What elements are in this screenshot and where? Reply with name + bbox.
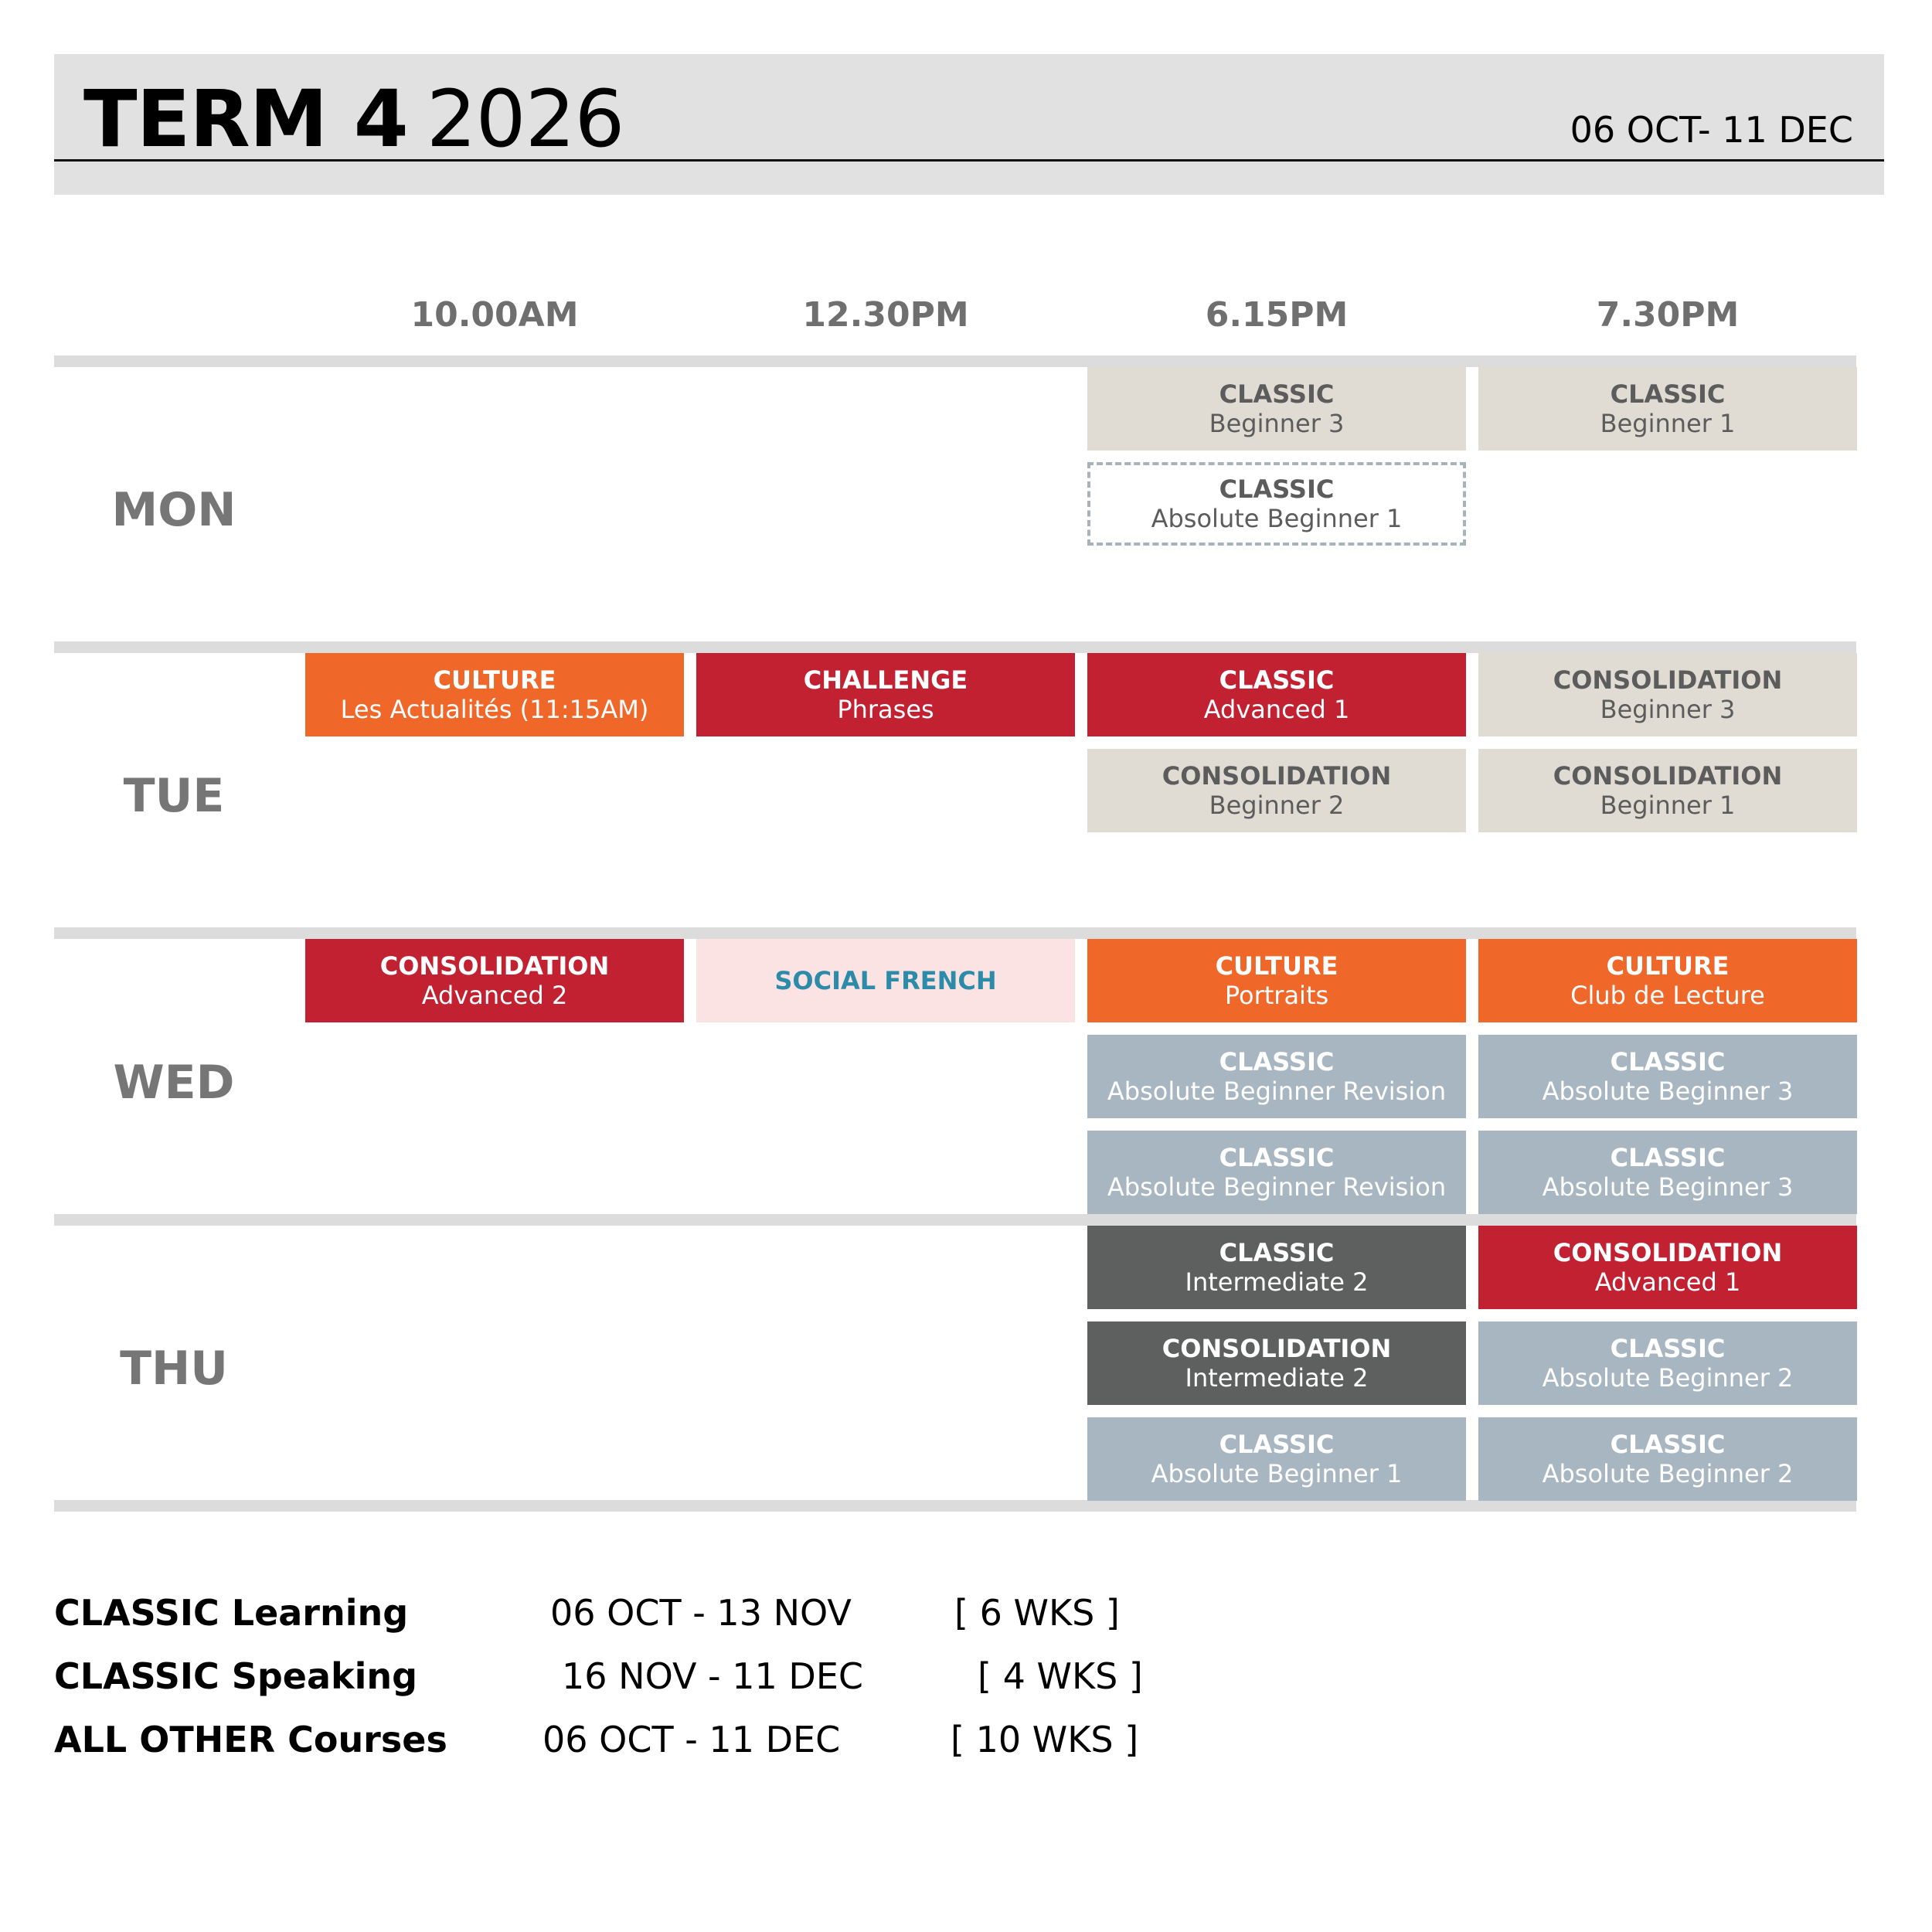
course-category: CONSOLIDATION xyxy=(1553,761,1783,791)
course-block[interactable]: CONSOLIDATION Advanced 2 xyxy=(305,939,684,1022)
course-category: CULTURE xyxy=(1215,951,1338,981)
course-category: CONSOLIDATION xyxy=(379,951,610,981)
course-block[interactable]: CLASSIC Absolute Beginner Revision xyxy=(1087,1035,1466,1118)
course-block[interactable]: CONSOLIDATION Intermediate 2 xyxy=(1087,1321,1466,1405)
course-block[interactable]: CONSOLIDATION Advanced 1 xyxy=(1478,1226,1857,1309)
legend-course-name: CLASSIC Learning xyxy=(54,1592,409,1634)
page-title: TERM 4 2026 xyxy=(83,77,624,162)
course-category: CHALLENGE xyxy=(803,665,968,695)
course-block[interactable]: CLASSIC Intermediate 2 xyxy=(1087,1226,1466,1309)
course-category: CLASSIC xyxy=(1219,665,1335,695)
course-block[interactable]: SOCIAL FRENCH xyxy=(696,939,1075,1022)
course-category: CLASSIC xyxy=(1219,1238,1335,1267)
day-separator xyxy=(54,1500,1856,1512)
course-level: Advanced 1 xyxy=(1594,1267,1741,1297)
course-level: Intermediate 2 xyxy=(1185,1363,1369,1393)
legend-dates: 16 NOV - 11 DEC xyxy=(562,1655,864,1697)
day-separator xyxy=(54,927,1856,939)
time-header-730pm: 7.30PM xyxy=(1596,295,1740,335)
course-block[interactable]: CONSOLIDATION Beginner 3 xyxy=(1478,653,1857,736)
course-block[interactable]: CULTURE Les Actualités (11:15AM) xyxy=(305,653,684,736)
course-level: Absolute Beginner 2 xyxy=(1542,1459,1794,1488)
day-label-thu: THU xyxy=(120,1342,228,1396)
course-block[interactable]: CONSOLIDATION Beginner 2 xyxy=(1087,749,1466,832)
legend-weeks: [ 6 WKS ] xyxy=(954,1592,1120,1634)
course-category: CONSOLIDATION xyxy=(1553,665,1783,695)
course-block[interactable]: CLASSIC Beginner 1 xyxy=(1478,367,1857,451)
course-category: CONSOLIDATION xyxy=(1162,1334,1392,1363)
course-level: Absolute Beginner Revision xyxy=(1107,1172,1447,1202)
course-level: Advanced 1 xyxy=(1203,695,1350,724)
course-level: Beginner 1 xyxy=(1600,791,1736,820)
course-level: Absolute Beginner 3 xyxy=(1542,1172,1794,1202)
day-label-mon: MON xyxy=(111,483,236,537)
day-label-tue: TUE xyxy=(123,769,225,823)
day-separator xyxy=(54,641,1856,653)
header-divider xyxy=(54,159,1884,162)
course-level: Absolute Beginner Revision xyxy=(1107,1077,1447,1106)
legend-dates: 06 OCT - 11 DEC xyxy=(543,1719,841,1760)
course-category: CLASSIC xyxy=(1219,1430,1335,1459)
course-block[interactable]: CLASSIC Absolute Beginner 2 xyxy=(1478,1321,1857,1405)
time-header-1230pm: 12.30PM xyxy=(802,295,969,335)
time-header-615pm: 6.15PM xyxy=(1205,295,1349,335)
course-category: CLASSIC xyxy=(1219,1047,1335,1077)
course-level: Absolute Beginner 1 xyxy=(1151,504,1403,533)
course-block[interactable]: CLASSIC Advanced 1 xyxy=(1087,653,1466,736)
course-level: Club de Lecture xyxy=(1570,981,1765,1010)
course-category: CULTURE xyxy=(1606,951,1730,981)
course-block[interactable]: CONSOLIDATION Beginner 1 xyxy=(1478,749,1857,832)
course-level: Beginner 1 xyxy=(1600,409,1736,438)
course-category: CLASSIC xyxy=(1610,1143,1726,1172)
course-block[interactable]: CLASSIC Absolute Beginner 3 xyxy=(1478,1035,1857,1118)
legend-weeks: [ 10 WKS ] xyxy=(951,1719,1139,1760)
course-category: SOCIAL FRENCH xyxy=(774,966,997,995)
course-block[interactable]: CULTURE Club de Lecture xyxy=(1478,939,1857,1022)
course-block[interactable]: CLASSIC Absolute Beginner 1 xyxy=(1087,1417,1466,1501)
header-band xyxy=(54,54,1884,195)
course-level: Absolute Beginner 2 xyxy=(1542,1363,1794,1393)
course-category: CLASSIC xyxy=(1610,379,1726,409)
course-block[interactable]: CLASSIC Beginner 3 xyxy=(1087,367,1466,451)
course-block[interactable]: CLASSIC Absolute Beginner 2 xyxy=(1478,1417,1857,1501)
course-category: CONSOLIDATION xyxy=(1162,761,1392,791)
course-block[interactable]: CULTURE Portraits xyxy=(1087,939,1466,1022)
course-block[interactable]: CLASSIC Absolute Beginner 1 xyxy=(1087,462,1466,546)
course-level: Phrases xyxy=(837,695,934,724)
term-year: 2026 xyxy=(426,73,625,165)
course-category: CLASSIC xyxy=(1219,474,1335,504)
course-level: Beginner 3 xyxy=(1209,409,1345,438)
day-label-wed: WED xyxy=(113,1056,235,1110)
legend-weeks: [ 4 WKS ] xyxy=(978,1655,1143,1697)
course-level: Absolute Beginner 3 xyxy=(1542,1077,1794,1106)
course-level: Beginner 3 xyxy=(1600,695,1736,724)
course-category: CULTURE xyxy=(433,665,556,695)
course-category: CONSOLIDATION xyxy=(1553,1238,1783,1267)
course-category: CLASSIC xyxy=(1610,1430,1726,1459)
time-header-10am: 10.00AM xyxy=(410,295,579,335)
course-level: Les Actualités (11:15AM) xyxy=(340,695,649,724)
course-level: Portraits xyxy=(1224,981,1329,1010)
course-block[interactable]: CLASSIC Absolute Beginner 3 xyxy=(1478,1131,1857,1214)
term-date-range: 06 OCT- 11 DEC xyxy=(1570,109,1853,151)
course-category: CLASSIC xyxy=(1610,1334,1726,1363)
course-level: Beginner 2 xyxy=(1209,791,1345,820)
course-level: Absolute Beginner 1 xyxy=(1151,1459,1403,1488)
legend-dates: 06 OCT - 13 NOV xyxy=(550,1592,852,1634)
course-block[interactable]: CLASSIC Absolute Beginner Revision xyxy=(1087,1131,1466,1214)
course-block[interactable]: CHALLENGE Phrases xyxy=(696,653,1075,736)
course-level: Advanced 2 xyxy=(421,981,568,1010)
term-label: TERM 4 xyxy=(83,73,409,165)
course-category: CLASSIC xyxy=(1219,1143,1335,1172)
legend-course-name: ALL OTHER Courses xyxy=(54,1719,447,1760)
course-category: CLASSIC xyxy=(1610,1047,1726,1077)
course-category: CLASSIC xyxy=(1219,379,1335,409)
course-level: Intermediate 2 xyxy=(1185,1267,1369,1297)
day-separator xyxy=(54,1214,1856,1226)
legend-course-name: CLASSIC Speaking xyxy=(54,1655,418,1697)
day-separator xyxy=(54,355,1856,367)
